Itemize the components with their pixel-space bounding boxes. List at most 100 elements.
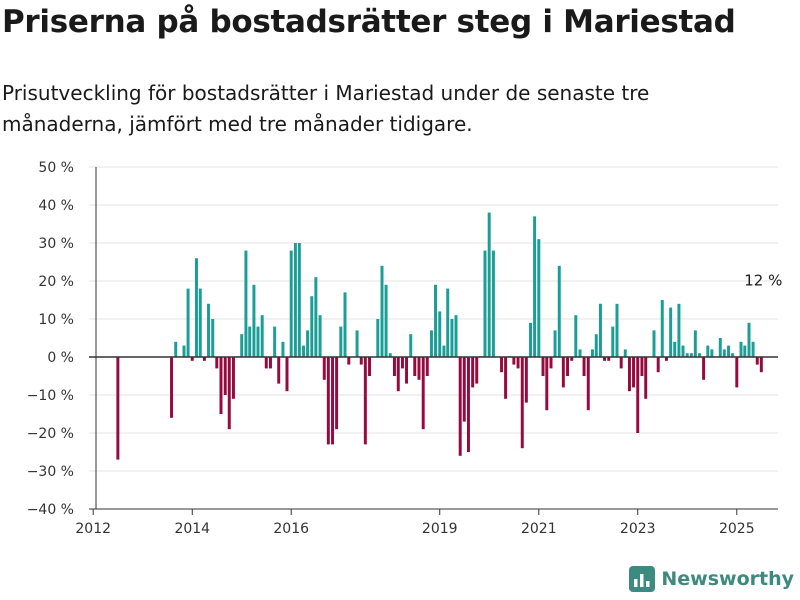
bar (335, 357, 339, 430)
bar (190, 357, 194, 361)
bar (277, 357, 281, 384)
bar (252, 284, 256, 357)
bar (611, 326, 615, 357)
bar (718, 338, 722, 357)
bar (689, 353, 693, 357)
bar (557, 265, 561, 357)
bar (359, 357, 363, 365)
bar (429, 330, 433, 357)
bar (240, 334, 244, 357)
bar (623, 349, 627, 357)
bar (731, 353, 735, 357)
bar (331, 357, 335, 445)
bar (219, 357, 223, 414)
y-tick-label: 30 % (38, 236, 74, 252)
x-axis: 2012 2014 2016 2019 2021 2023 2025 (75, 167, 778, 537)
bar (541, 357, 545, 376)
y-tick-label: 50 % (38, 160, 74, 176)
bar (310, 296, 314, 357)
bar (553, 330, 557, 357)
bar (400, 357, 404, 369)
bar (545, 357, 549, 411)
bar (170, 357, 174, 418)
bar (504, 357, 508, 399)
bar (586, 357, 590, 411)
bar (289, 250, 293, 357)
bar (421, 357, 425, 430)
bar (652, 330, 656, 357)
bar (533, 216, 537, 357)
bar (202, 357, 206, 361)
bar (450, 319, 454, 357)
bar (355, 330, 359, 357)
bar (466, 357, 470, 452)
bar (244, 250, 248, 357)
brand-logo: Newsworthy (629, 566, 794, 592)
x-tick-label: 2025 (719, 521, 755, 537)
bar (380, 265, 384, 357)
bar (211, 319, 215, 357)
bar (578, 349, 582, 357)
bar (409, 334, 413, 357)
bar (273, 326, 277, 357)
bar (570, 357, 574, 361)
bar (607, 357, 611, 361)
bar (702, 357, 706, 380)
y-tick-label: −10 % (27, 388, 74, 404)
bar (223, 357, 227, 395)
bar (636, 357, 640, 433)
bar (458, 357, 462, 456)
bar (561, 357, 565, 388)
x-tick-label: 2023 (620, 521, 656, 537)
bar (363, 357, 367, 445)
bar (669, 307, 673, 357)
bar (446, 288, 450, 357)
bar (322, 357, 326, 380)
bar (524, 357, 528, 403)
y-tick-label: 0 % (47, 350, 74, 366)
bar (549, 357, 553, 369)
bar (256, 326, 260, 357)
bar (598, 303, 602, 357)
bar (747, 322, 751, 357)
bar (681, 345, 685, 357)
y-tick-label: −30 % (27, 464, 74, 480)
bar (368, 357, 372, 376)
x-tick-label: 2021 (521, 521, 557, 537)
y-tick-label: −20 % (27, 426, 74, 442)
bar (627, 357, 631, 392)
bar (417, 357, 421, 380)
annotations: 12 % (744, 271, 782, 289)
bar (603, 357, 607, 361)
bar (574, 315, 578, 357)
bar (227, 357, 231, 430)
bar (462, 357, 466, 422)
bar (268, 357, 272, 369)
y-tick-label: 20 % (38, 274, 74, 290)
bar (264, 357, 268, 369)
x-tick-label: 2016 (273, 521, 309, 537)
bar (302, 345, 306, 357)
bar (318, 315, 322, 357)
gridlines (89, 166, 778, 510)
y-tick-label: 10 % (38, 312, 74, 328)
bar (566, 357, 570, 376)
bar (413, 357, 417, 376)
bar (664, 357, 668, 361)
bar (376, 319, 380, 357)
bar (520, 357, 524, 449)
bar (471, 357, 475, 388)
bar (293, 243, 297, 357)
bar (186, 288, 190, 357)
bar (739, 341, 743, 357)
bar (685, 353, 689, 357)
bar (537, 239, 541, 357)
bar (660, 300, 664, 357)
x-tick-label: 2012 (75, 521, 111, 537)
newsworthy-logo-icon (629, 566, 656, 592)
bar (640, 357, 644, 376)
bar (735, 357, 739, 388)
bar (198, 288, 202, 357)
bar (759, 357, 763, 373)
bar (644, 357, 648, 399)
